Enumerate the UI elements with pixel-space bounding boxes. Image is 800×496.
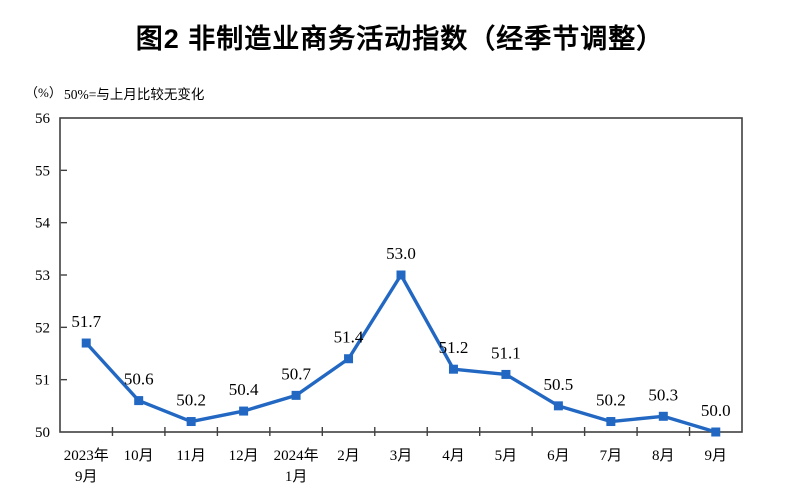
x-axis-label: 10月 — [124, 448, 154, 464]
data-point-marker — [396, 270, 406, 280]
x-axis-label: 2023年 — [64, 447, 109, 464]
x-axis-label: 3月 — [390, 448, 413, 464]
y-axis-tick-label: 53 — [35, 268, 50, 284]
data-point-marker — [711, 427, 721, 437]
data-point-marker — [239, 406, 249, 416]
y-axis-tick-label: 52 — [35, 320, 50, 336]
y-axis-unit-label: （%） — [25, 85, 62, 100]
x-axis-label: 5月 — [495, 448, 518, 464]
data-point-label: 51.4 — [334, 328, 364, 347]
x-axis-label: 9月 — [705, 448, 728, 464]
data-point-marker — [81, 338, 91, 348]
data-point-marker — [553, 401, 563, 411]
x-axis-label: 6月 — [547, 448, 570, 464]
data-point-marker — [291, 390, 301, 400]
data-point-label: 50.2 — [596, 391, 626, 410]
y-axis-tick-label: 56 — [35, 111, 51, 127]
chart-note-label: 50%=与上月比较无变化 — [64, 87, 205, 102]
x-axis-label: 4月 — [442, 448, 465, 464]
plot-border — [59, 117, 743, 433]
y-axis-tick-label: 54 — [35, 216, 51, 232]
x-axis-label: 7月 — [600, 448, 623, 464]
y-axis-tick-label: 50 — [35, 425, 50, 441]
data-point-label: 50.3 — [648, 385, 678, 404]
data-point-marker — [658, 411, 668, 421]
data-point-label: 50.6 — [124, 370, 154, 389]
data-point-label: 50.5 — [544, 375, 574, 394]
x-axis-label: 2月 — [337, 448, 360, 464]
x-axis-label: 8月 — [652, 448, 675, 464]
data-point-marker — [186, 417, 196, 427]
data-point-marker — [344, 354, 354, 364]
data-point-label: 51.7 — [71, 312, 101, 331]
y-axis-tick-label: 51 — [35, 373, 50, 389]
data-point-label: 51.2 — [439, 338, 469, 357]
y-axis-tick-label: 55 — [35, 163, 50, 179]
data-point-marker — [501, 369, 511, 379]
data-point-label: 50.7 — [281, 364, 311, 383]
x-axis-label: 11月 — [176, 448, 205, 464]
data-point-marker — [134, 396, 144, 406]
x-axis-label: 2024年 — [274, 447, 319, 464]
data-point-label: 53.0 — [386, 244, 416, 263]
x-axis-label: 12月 — [229, 448, 259, 464]
x-axis-label: 1月 — [285, 469, 308, 485]
x-axis-label: 9月 — [75, 469, 98, 485]
chart-title: 图2 非制造业商务活动指数（经季节调整） — [135, 24, 665, 54]
data-point-label: 50.2 — [176, 391, 206, 410]
data-point-label: 50.4 — [229, 380, 259, 399]
data-point-label: 51.1 — [491, 343, 521, 362]
data-point-marker — [448, 364, 458, 374]
data-point-marker — [606, 417, 616, 427]
data-point-label: 50.0 — [701, 401, 731, 420]
